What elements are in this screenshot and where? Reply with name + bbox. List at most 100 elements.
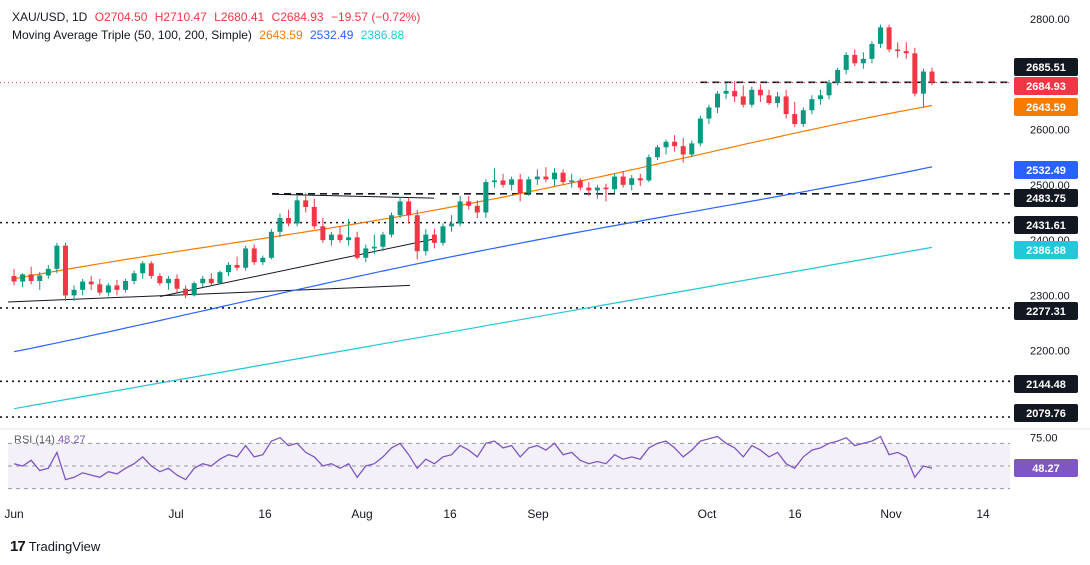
x-tick-label: Jul (168, 507, 183, 521)
rsi-axis-value: 48.27 (1032, 463, 1060, 475)
candle (294, 200, 300, 224)
y-tick-label: 2800.00 (1030, 14, 1070, 26)
candle (157, 276, 163, 284)
price-axis-value: 2483.75 (1026, 193, 1066, 205)
candle (929, 71, 935, 83)
rsi-line (13, 435, 933, 481)
candle (260, 257, 266, 263)
x-tick-label: 16 (443, 507, 457, 521)
rsi-label[interactable]: RSI (14) (14, 434, 55, 446)
candle (835, 69, 841, 83)
rsi-axis-tag (1014, 458, 1078, 477)
y-tick-label: 2300.00 (1030, 290, 1070, 302)
candle (97, 284, 103, 293)
candle (749, 89, 755, 105)
low-value: L2680.41 (214, 10, 265, 24)
candle (71, 289, 77, 296)
candle (491, 180, 497, 183)
candle (28, 274, 34, 281)
x-tick-label: 16 (258, 507, 272, 521)
candle (320, 226, 326, 241)
candle (800, 110, 806, 125)
price-axis-tag (1014, 216, 1078, 234)
candle (54, 245, 60, 269)
candle (526, 179, 532, 194)
candle (148, 263, 154, 277)
candle (500, 180, 506, 185)
candle (286, 218, 292, 224)
candle (457, 201, 463, 224)
brand-name: TradingView (28, 539, 101, 554)
candle (414, 215, 420, 252)
tradingview-mark-icon: 17 (10, 538, 26, 555)
candle (388, 215, 394, 235)
ma-indicator-label[interactable]: Moving Average Triple (50, 100, 200, Sim… (12, 28, 252, 42)
candle (697, 118, 703, 144)
candle (878, 27, 884, 44)
candle (217, 272, 223, 284)
candle (363, 248, 369, 258)
x-tick-label: 16 (788, 507, 802, 521)
candle (757, 89, 763, 96)
candle (817, 95, 823, 100)
candle (337, 234, 343, 241)
candle (912, 53, 918, 94)
candle (277, 218, 283, 232)
candle (303, 200, 309, 207)
candle (88, 281, 94, 285)
rsi-value: 48.27 (58, 434, 86, 446)
candle (886, 27, 892, 50)
candle (723, 90, 729, 94)
candle (775, 96, 781, 104)
candle (251, 248, 257, 263)
candle (234, 264, 240, 268)
price-axis-tag (1014, 404, 1078, 422)
candle (123, 281, 129, 290)
price-axis-value: 2684.93 (1026, 81, 1066, 93)
candle (792, 114, 798, 125)
candle (165, 278, 171, 284)
candle (620, 176, 626, 185)
candle (715, 93, 721, 108)
price-axis-tag (1014, 58, 1078, 76)
open-value: O2704.50 (94, 10, 148, 24)
candle (680, 146, 686, 155)
candle (346, 237, 352, 241)
candle (37, 275, 43, 281)
change-value: −19.57 (−0.72%) (330, 10, 421, 24)
candle (80, 281, 86, 290)
candle (114, 285, 120, 290)
ma-header: Moving Average Triple (50, 100, 200, Sim… (12, 28, 408, 42)
price-axis-value: 2079.76 (1026, 408, 1066, 420)
symbol-label[interactable]: XAU/USD, 1D (12, 10, 88, 24)
candle (423, 234, 429, 252)
candle (466, 201, 472, 206)
price-axis-value: 2643.59 (1026, 102, 1066, 114)
candle (208, 278, 214, 284)
price-axis-value: 2532.49 (1026, 165, 1066, 177)
price-axis-tag (1014, 98, 1078, 116)
candle (449, 223, 455, 227)
candle (740, 96, 746, 105)
price-axis-tag (1014, 77, 1078, 95)
price-axis-value: 2277.31 (1026, 306, 1066, 318)
tradingview-logo[interactable]: 17 TradingView (10, 538, 100, 555)
candle (397, 201, 403, 216)
candle (543, 176, 549, 180)
candle (225, 264, 231, 273)
candle (474, 205, 480, 213)
candle (11, 276, 17, 282)
candle (174, 278, 180, 289)
price-axis-value: 2144.48 (1026, 379, 1066, 391)
candle (183, 288, 189, 296)
candle (20, 274, 26, 282)
candle (140, 263, 146, 274)
high-value: H2710.47 (154, 10, 207, 24)
trendline (271, 193, 435, 199)
price-axis-tag (1014, 189, 1078, 207)
x-tick-label: Oct (698, 507, 717, 521)
candle (852, 54, 858, 64)
candle (371, 246, 377, 249)
